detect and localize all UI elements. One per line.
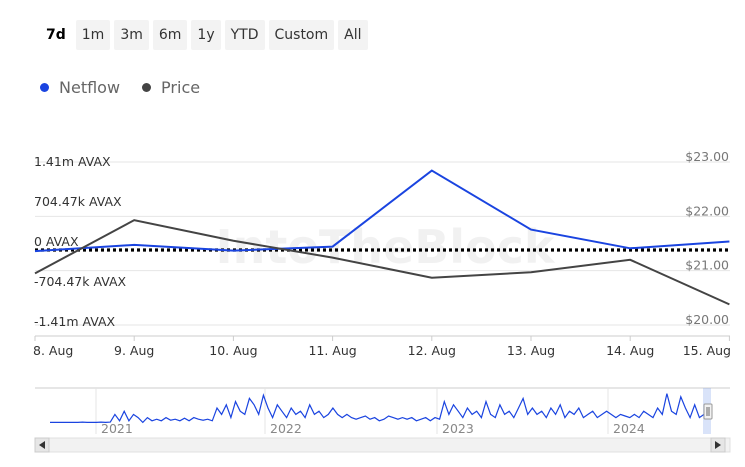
scroll-right-arrow-icon	[715, 441, 721, 449]
navigator-handle[interactable]	[703, 403, 713, 420]
legend-item-netflow[interactable]: Netflow	[40, 78, 120, 97]
legend-price-label: Price	[161, 78, 201, 97]
navigator-year-label: 2021	[101, 421, 133, 436]
range-button-1y[interactable]: 1y	[191, 20, 221, 50]
y-left-tick-label: -704.47k AVAX	[34, 274, 127, 289]
x-tick-label: 14. Aug	[606, 343, 654, 358]
x-tick-label: 10. Aug	[209, 343, 257, 358]
navigator-year-label: 2023	[442, 421, 474, 436]
legend-item-price[interactable]: Price	[142, 78, 200, 97]
range-button-all[interactable]: All	[338, 20, 368, 50]
x-tick-label: 15. Aug	[683, 343, 731, 358]
series-line-netflow	[34, 169, 730, 253]
y-right-tick-label: $21.00	[685, 258, 729, 273]
legend-price-marker	[142, 83, 152, 92]
navigator-series-line	[50, 393, 705, 424]
range-button-1m[interactable]: 1m	[75, 20, 111, 50]
y-right-tick-label: $20.00	[685, 312, 729, 327]
series-line-price	[34, 219, 730, 306]
y-right-tick-label: $23.00	[685, 149, 729, 164]
scrollbar-track[interactable]	[34, 437, 731, 453]
y-left-tick-label: -1.41m AVAX	[34, 314, 116, 329]
y-left-tick-label: 704.47k AVAX	[34, 194, 122, 209]
x-tick-label: 8. Aug	[33, 343, 73, 358]
legend: Netflow Price	[40, 78, 200, 97]
navigator-year-label: 2022	[270, 421, 302, 436]
range-button-6m[interactable]: 6m	[152, 20, 188, 50]
scroll-left-arrow-icon	[39, 441, 45, 449]
y-left-tick-label: 0 AVAX	[34, 234, 79, 249]
x-tick-label: 11. Aug	[308, 343, 356, 358]
y-left-tick-label: 1.41m AVAX	[34, 154, 111, 169]
range-button-7d[interactable]: 7d	[40, 20, 72, 50]
navigator-year-label: 2024	[613, 421, 645, 436]
range-button-ytd[interactable]: YTD	[224, 20, 265, 50]
range-button-3m[interactable]: 3m	[114, 20, 149, 50]
legend-netflow-marker	[40, 83, 49, 92]
legend-netflow-label: Netflow	[59, 78, 121, 97]
x-tick-label: 12. Aug	[408, 343, 456, 358]
x-tick-label: 13. Aug	[507, 343, 555, 358]
x-tick-label: 9. Aug	[114, 343, 154, 358]
range-selector: 7d 1m 3m 6m 1y YTD Custom All	[40, 20, 368, 50]
y-right-tick-label: $22.00	[685, 203, 729, 218]
range-button-custom[interactable]: Custom	[268, 20, 335, 50]
